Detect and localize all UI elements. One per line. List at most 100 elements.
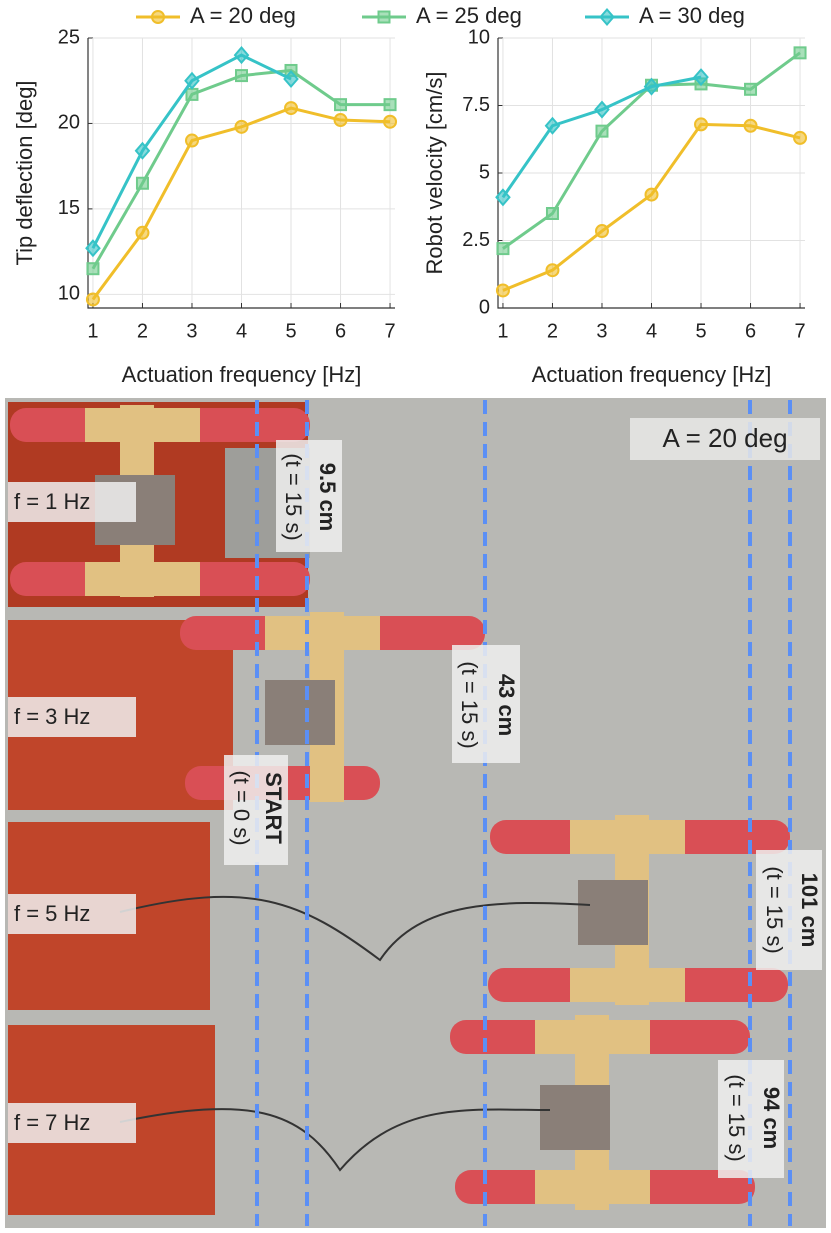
marker <box>595 124 609 138</box>
x-tick-label: 3 <box>186 320 197 342</box>
marker <box>594 224 609 239</box>
marker <box>383 98 397 112</box>
marker <box>134 141 151 160</box>
time-label: (t = 15 s) <box>762 866 787 953</box>
electronics <box>578 880 648 945</box>
start-label: START <box>261 772 286 844</box>
x-tick-label: 2 <box>137 320 148 342</box>
marker <box>334 98 348 112</box>
marker <box>235 69 248 83</box>
marker <box>793 130 808 145</box>
label-bg <box>756 850 822 970</box>
distance-label: 101 cm <box>797 873 822 948</box>
time-label: (t = 0 s) <box>229 770 254 845</box>
marker <box>495 188 511 207</box>
amplitude-label: A = 20 deg <box>662 423 787 453</box>
marker <box>544 116 561 135</box>
label-bg <box>718 1060 784 1178</box>
frequency-label: f = 3 Hz <box>14 704 90 729</box>
time-label: (t = 15 s) <box>281 453 306 540</box>
marker <box>545 207 559 220</box>
frequency-label: f = 1 Hz <box>14 489 90 514</box>
label-bg <box>8 482 136 522</box>
time-label: (t = 15 s) <box>724 1074 749 1161</box>
x-tick-label: 5 <box>695 320 706 342</box>
x-tick-label: 6 <box>745 320 756 342</box>
x-axis-title: Actuation frequency [Hz] <box>122 362 362 387</box>
label-bg <box>8 894 136 934</box>
marker <box>693 68 709 87</box>
x-axis-title: Actuation frequency [Hz] <box>532 362 772 387</box>
marker <box>233 46 250 65</box>
line-chart: 0 2.5 5 7.5 10 1 2 3 4 5 6 7 Actuation frequency [Hz… <box>422 26 808 387</box>
legend-label: A = 30 deg <box>639 3 745 28</box>
y-tick-label: 25 <box>58 26 80 48</box>
x-tick-label: 1 <box>497 320 508 342</box>
frequency-label: f = 7 Hz <box>14 1110 90 1135</box>
axes <box>87 38 395 309</box>
axes <box>497 38 805 309</box>
y-tick-label: 7.5 <box>462 94 490 116</box>
distance-label: 94 cm <box>759 1087 784 1149</box>
frequency-label: f = 5 Hz <box>14 901 90 926</box>
y-axis-title: Tip deflection [deg] <box>12 80 37 265</box>
frame <box>85 562 200 596</box>
frame <box>570 968 685 1002</box>
electronics <box>540 1085 610 1150</box>
marker <box>151 10 165 24</box>
marker <box>284 101 299 116</box>
label-bg <box>452 645 520 763</box>
marker <box>599 7 615 27</box>
marker <box>545 263 560 278</box>
y-tick-label: 5 <box>479 161 490 183</box>
marker <box>793 46 807 60</box>
distance-label: 9.5 cm <box>315 463 340 532</box>
frame <box>535 1170 650 1204</box>
marker <box>85 292 100 307</box>
x-tick-label: 7 <box>794 320 805 342</box>
frame <box>535 1020 650 1054</box>
y-tick-label: 0 <box>479 296 490 318</box>
marker <box>234 119 249 134</box>
marker <box>377 10 391 24</box>
y-tick-label: 2.5 <box>462 229 490 251</box>
marker <box>643 77 660 96</box>
marker <box>135 176 149 190</box>
x-tick-label: 5 <box>285 320 296 342</box>
marker <box>743 118 758 133</box>
y-tick-label: 10 <box>58 283 80 305</box>
marker <box>594 100 610 119</box>
y-tick-label: 10 <box>468 26 490 48</box>
marker <box>85 239 101 258</box>
cable <box>119 895 591 962</box>
distance-label: 43 cm <box>494 674 519 736</box>
marker <box>184 71 200 90</box>
marker <box>744 82 758 96</box>
legend-label: A = 20 deg <box>190 3 296 28</box>
marker <box>495 283 510 298</box>
time-label: (t = 15 s) <box>457 661 482 748</box>
frame <box>570 820 685 854</box>
y-tick-label: 15 <box>58 197 80 219</box>
label-bg <box>276 440 342 552</box>
marker <box>185 87 199 101</box>
marker <box>283 69 299 89</box>
marker <box>333 113 348 128</box>
marker <box>644 187 659 202</box>
marker <box>135 225 150 240</box>
marker <box>694 117 709 132</box>
x-tick-label: 3 <box>596 320 607 342</box>
x-tick-label: 2 <box>547 320 558 342</box>
y-axis-title: Robot velocity [cm/s] <box>422 72 447 275</box>
marker <box>496 242 510 256</box>
marker <box>86 262 100 276</box>
legend-label: A = 25 deg <box>416 3 522 28</box>
frame <box>85 408 200 442</box>
label-bg <box>224 755 288 865</box>
label-bg <box>8 697 136 737</box>
label-bg <box>630 418 820 460</box>
x-tick-label: 4 <box>646 320 657 342</box>
frame <box>265 616 380 650</box>
